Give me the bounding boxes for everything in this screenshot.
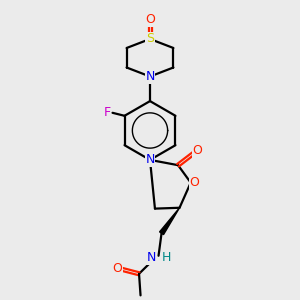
Text: N: N — [147, 251, 157, 264]
Text: N: N — [145, 70, 155, 83]
Text: O: O — [145, 13, 155, 26]
Polygon shape — [160, 208, 179, 235]
Text: O: O — [193, 144, 202, 157]
Text: O: O — [190, 176, 200, 189]
Text: H: H — [161, 251, 171, 264]
Text: F: F — [103, 106, 111, 119]
Text: S: S — [146, 32, 154, 46]
Text: N: N — [145, 153, 155, 167]
Text: O: O — [112, 262, 122, 275]
